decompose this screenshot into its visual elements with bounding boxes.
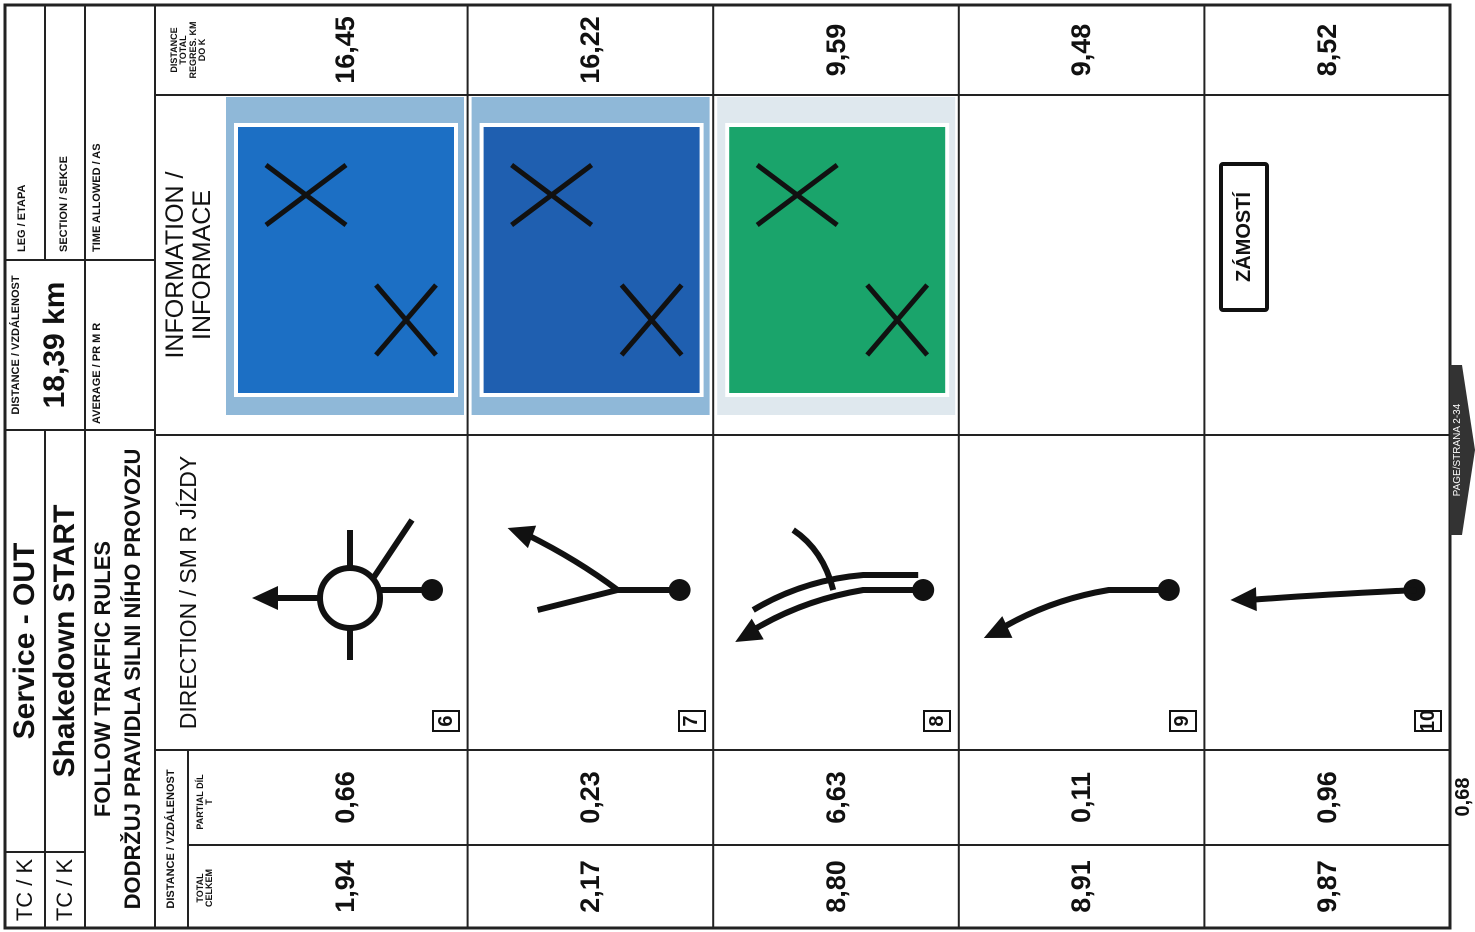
start-dot (912, 579, 935, 601)
col-distance: DISTANCE / VZDÁLENOST (165, 769, 178, 909)
col-direction: DIRECTION / SM R JÍZDY (175, 455, 202, 730)
route (526, 532, 680, 613)
total: 8,91 (1066, 860, 1097, 913)
step-number: 8 (923, 710, 952, 732)
average-label: AVERAGE / PR M R (91, 322, 104, 424)
step-number: 7 (677, 710, 706, 732)
rules-cz: DODRŽUJ PRAVIDLA SILNI NÍHO PROVOZU (120, 448, 146, 910)
route (1249, 587, 1417, 603)
col-total: TOTAL CELKEM (194, 869, 214, 907)
regress: 9,48 (1066, 23, 1097, 77)
route (997, 587, 1166, 633)
sign-photo (471, 97, 710, 415)
regress: 8,52 (1312, 23, 1343, 77)
partial: 6,63 (820, 771, 851, 824)
col-information: INFORMATION / INFORMACE (161, 171, 216, 359)
tc-label: TC / K (52, 858, 78, 922)
direction-diagram (1230, 579, 1426, 612)
sign-photo (717, 97, 956, 415)
partial: 0,23 (575, 771, 606, 824)
tc-label: TC / K (12, 858, 38, 922)
total: 2,17 (575, 860, 606, 913)
route (262, 518, 438, 660)
cross (755, 163, 930, 357)
rules-en: FOLLOW TRAFFIC RULES (90, 540, 116, 818)
regress: 9,59 (820, 23, 851, 77)
total: 9,87 (1312, 860, 1343, 913)
regress: 16,45 (329, 16, 360, 84)
arrow-head (735, 618, 764, 642)
tc-name: Shakedown START (48, 504, 82, 778)
page-number: PAGE/STRANA 2-34 (1451, 403, 1463, 497)
arrow-head (983, 616, 1013, 638)
next-partial: 0,68 (1451, 777, 1474, 817)
direction-diagram (507, 525, 691, 613)
partial: 0,96 (1312, 771, 1343, 824)
col-regress: DISTANCE TOTAL REGRES. KM DO K (168, 21, 207, 79)
tc-name: Service - OUT (8, 542, 42, 740)
arrow-head (507, 525, 537, 549)
direction-diagram (983, 579, 1180, 638)
partial: 0,66 (329, 771, 360, 824)
sign-photo (226, 97, 464, 415)
step-number: 6 (432, 710, 460, 732)
distance-label: DISTANCE / VZDÁLENOST (10, 275, 23, 415)
step-number: 10 (1414, 710, 1443, 732)
start-dot (1157, 579, 1180, 601)
step-number: 9 (1168, 710, 1197, 732)
info-box: ZÁMOSTÍ (1219, 162, 1270, 312)
total: 1,94 (329, 860, 360, 913)
cross (264, 163, 438, 357)
regress: 16,22 (575, 16, 606, 84)
leg-label: LEG / ETAPA (16, 184, 29, 252)
arrow-head (1230, 587, 1257, 612)
distance: 18,39 km (38, 281, 72, 409)
section-label: SECTION / SEKCE (58, 156, 71, 252)
direction-diagram (252, 518, 443, 660)
route (751, 527, 919, 633)
roundabout (317, 565, 383, 631)
header-lines (5, 5, 1450, 928)
col-partial: PARTIAL DÍL T (194, 774, 214, 830)
total: 8,80 (820, 860, 851, 913)
arrow-head (252, 586, 278, 610)
cross (510, 163, 684, 357)
partial: 0,11 (1066, 771, 1097, 824)
page-tab (1450, 365, 1475, 535)
direction-diagram (735, 527, 935, 642)
time-label: TIME ALLOWED / AS (91, 143, 104, 252)
